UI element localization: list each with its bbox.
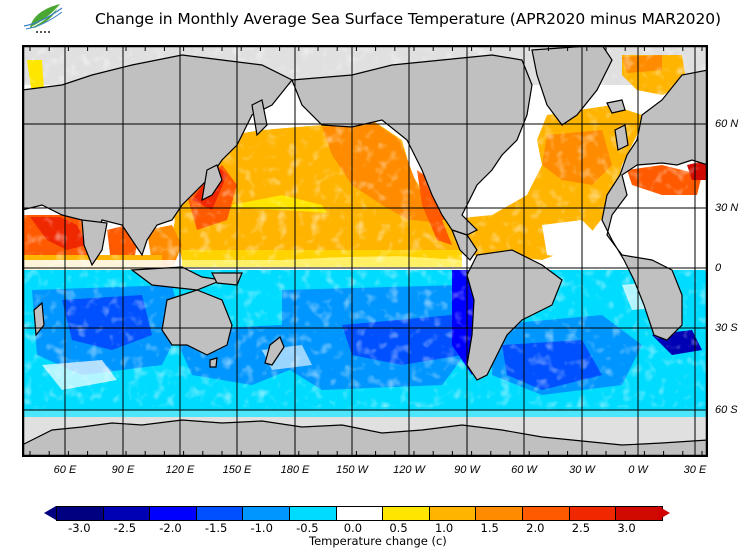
land-new-zealand (264, 336, 285, 366)
colorbar-tick-label: 0.0 (343, 521, 363, 535)
colorbar-tick-label: -2.0 (159, 521, 182, 535)
colorbar-tick-label: -0.5 (296, 521, 319, 535)
latitude-label: 0 (715, 262, 722, 274)
colorbar-under-arrow (44, 506, 56, 520)
latitude-label: 60 N (715, 118, 739, 130)
colorbar-tick-label: -3.0 (68, 521, 91, 535)
land-south-america (466, 249, 563, 381)
colorbar-segment (383, 506, 430, 521)
chart-title: Change in Monthly Average Sea Surface Te… (95, 10, 721, 28)
longitude-label: 150 E (222, 464, 252, 476)
graticule (22, 45, 708, 457)
colorbar-segment (196, 506, 244, 521)
longitude-label: 0 W (628, 464, 648, 476)
land-uk (614, 124, 629, 151)
colorbar-tick-label: 2.5 (571, 521, 591, 535)
colorbar (56, 506, 663, 521)
longitude-label: 60 W (511, 464, 537, 476)
land-antarctica (22, 419, 708, 457)
map-frame (22, 45, 708, 457)
colorbar-tick-label: -2.5 (113, 521, 137, 535)
colorbar-tick-label: 3.0 (617, 521, 636, 535)
latitude-label: 30 S (715, 322, 738, 334)
land-iceland (606, 99, 626, 114)
land-japan (201, 164, 223, 202)
colorbar-tick-label: 1.0 (434, 521, 454, 535)
colorbar-segment (616, 506, 663, 521)
latitude-label: 60 S (715, 404, 738, 416)
colorbar-tick-label: 1.5 (480, 521, 499, 535)
colorbar-segment (429, 506, 477, 521)
land-greenland (531, 45, 613, 126)
longitude-label: 30 W (569, 464, 595, 476)
colorbar-label: Temperature change (c) (309, 534, 447, 548)
land-central-america (450, 229, 478, 261)
sst-anomaly-map (22, 45, 708, 457)
longitude-label: 180 E (280, 464, 310, 476)
colorbar-segment (336, 506, 384, 521)
longitude-label: 120 W (393, 464, 425, 476)
colorbar-tick-label: -1.0 (250, 521, 273, 535)
colorbar-tick-label: 0.5 (389, 521, 408, 535)
land-tasmania (209, 357, 218, 368)
hko-logo (22, 2, 74, 36)
colorbar-tick-label: -1.5 (204, 521, 228, 535)
colorbar-segment (56, 506, 104, 521)
colorbar-segment (150, 506, 197, 521)
colorbar-segment (522, 506, 570, 521)
longitude-label: 60 E (53, 464, 77, 476)
colorbar-over-arrow (658, 506, 670, 520)
colorbar-segment (243, 506, 290, 521)
leaf-wave-logo-icon (23, 4, 63, 33)
colorbar-segment (569, 506, 617, 521)
colorbar-segment (289, 506, 337, 521)
latitude-label: 30 N (715, 202, 739, 214)
longitude-label: 120 E (165, 464, 195, 476)
land-australia (161, 289, 233, 356)
longitude-label: 150 W (336, 464, 368, 476)
colorbar-tick-label: 2.0 (526, 521, 545, 535)
longitude-label: 90 E (111, 464, 135, 476)
land-madagascar (33, 301, 45, 337)
longitude-label: 30 E (683, 464, 707, 476)
land-india (81, 219, 108, 267)
colorbar-segment (476, 506, 523, 521)
colorbar-segment (103, 506, 151, 521)
land-kamchatka (251, 99, 268, 137)
longitude-label: 90 W (454, 464, 480, 476)
